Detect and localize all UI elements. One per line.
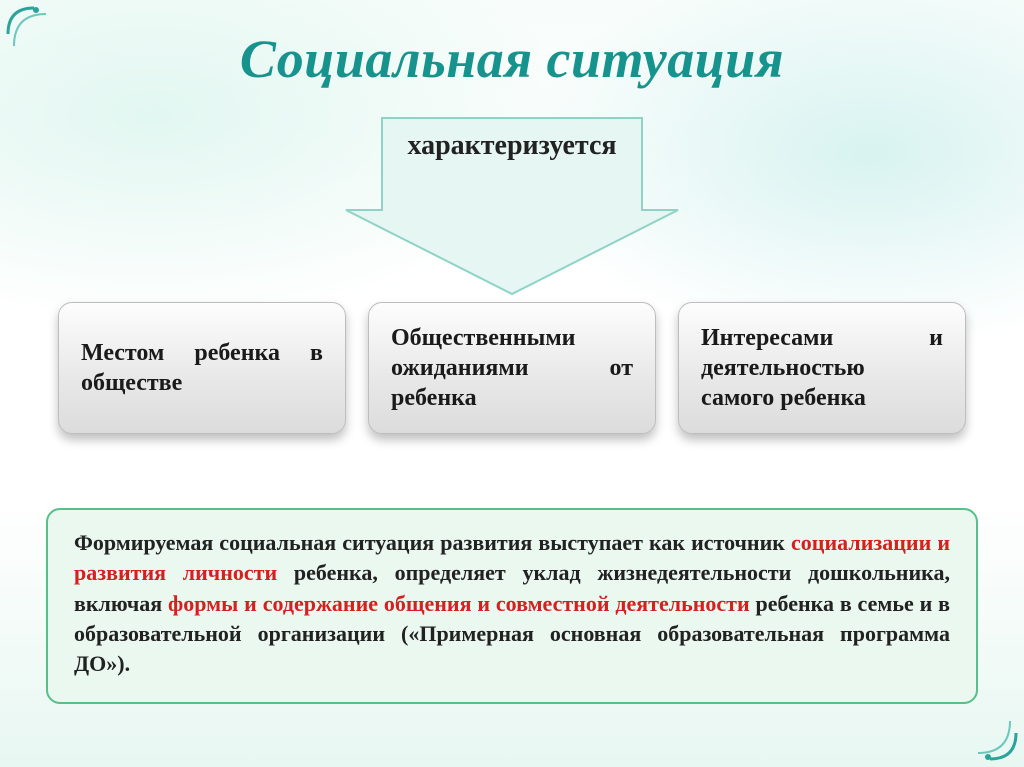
box-child-interests: Интересами и деятельностью самого ребенк… (678, 302, 966, 434)
info-highlight: формы и содержание общения и совместной … (168, 591, 750, 616)
slide-title: Социальная ситуация (0, 28, 1024, 90)
arrow-label: характеризуется (342, 130, 682, 162)
box-text: Общественными ожиданиями от ребенка (391, 323, 633, 413)
slide: Социальная ситуация характеризуется Мест… (0, 0, 1024, 767)
box-text: Местом ребенка в обществе (81, 338, 323, 398)
characteristic-boxes: Местом ребенка в обществе Общественными … (58, 302, 966, 434)
box-text: Интересами и деятельностью самого ребенк… (701, 323, 943, 413)
info-text-part: Формируемая социальная ситуация развития… (74, 530, 791, 555)
info-paragraph: Формируемая социальная ситуация развития… (74, 528, 950, 680)
box-place-in-society: Местом ребенка в обществе (58, 302, 346, 434)
down-arrow-block: характеризуется (342, 110, 682, 300)
info-panel: Формируемая социальная ситуация развития… (46, 508, 978, 704)
box-social-expectations: Общественными ожиданиями от ребенка (368, 302, 656, 434)
